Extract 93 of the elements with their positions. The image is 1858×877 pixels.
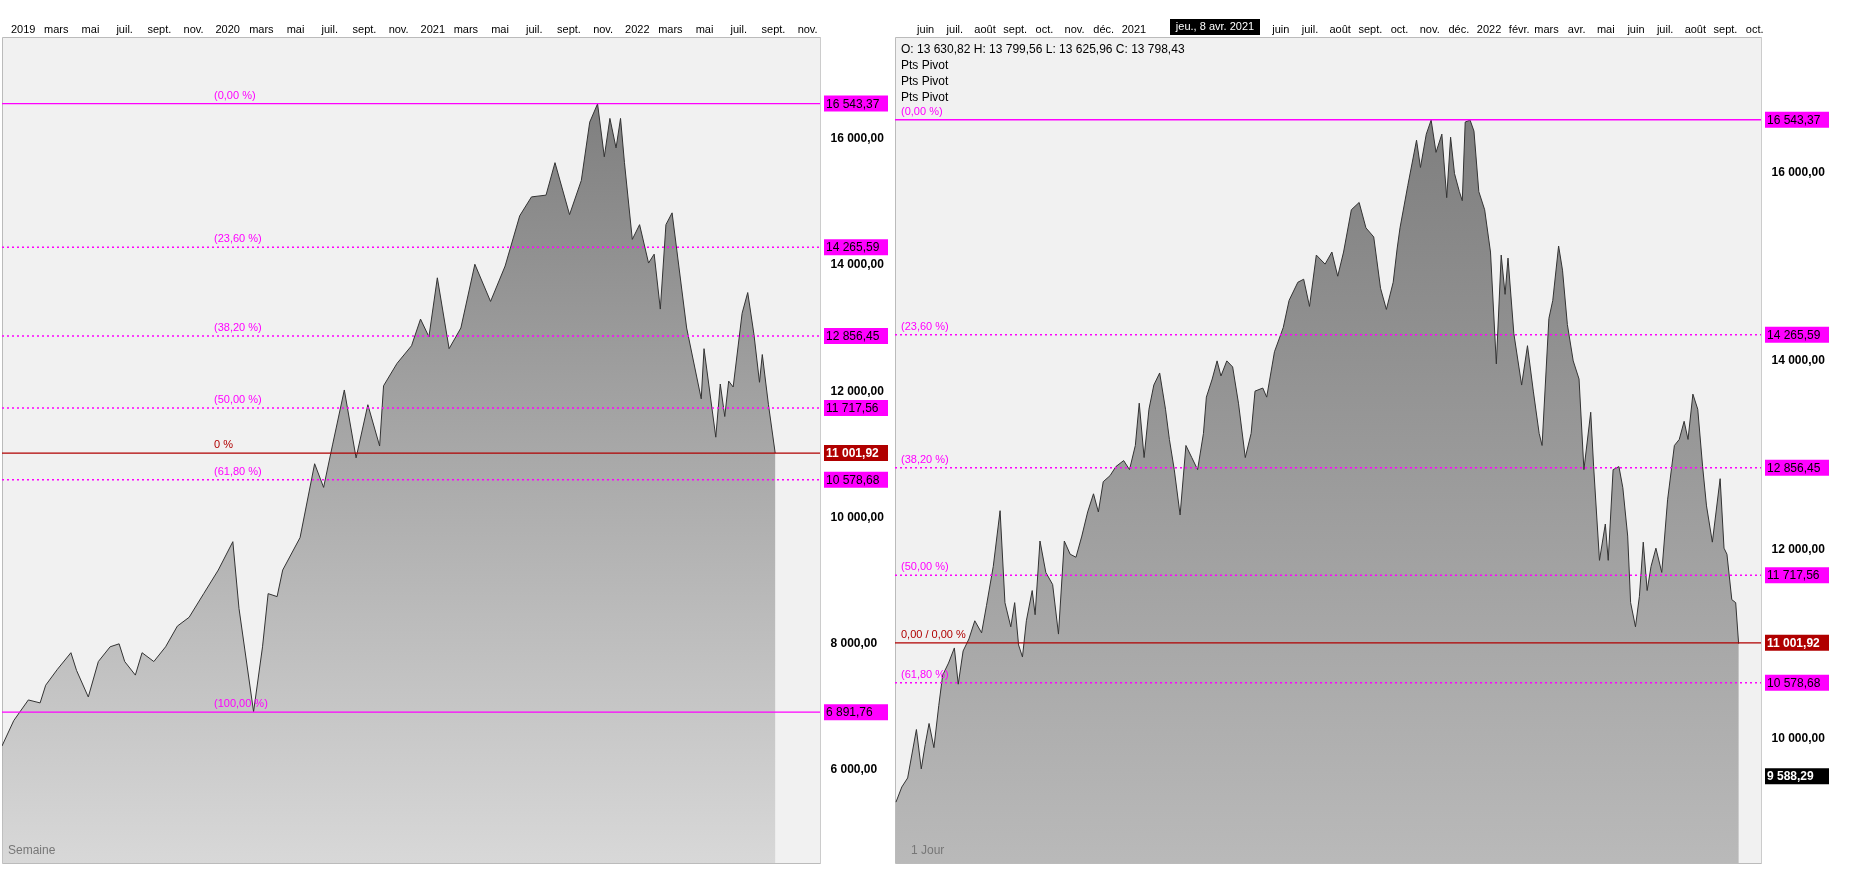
ref-line-label: 10 578,68 [1767,675,1821,690]
x-tick-label: mars [453,22,479,35]
x-tick-label: nov. [388,22,409,35]
x-tick-label: sept. [557,22,581,35]
annotation: O: 13 630,82 H: 13 799,56 L: 13 625,96 C: 13 798,43 [901,41,1185,56]
x-tick-label: juil. [524,22,543,35]
x-tick-label: 2021 [1121,22,1147,35]
x-tick-label: nov. [1419,22,1440,35]
annotation: Semaine [8,843,56,857]
x-tick-label: nov. [183,22,204,35]
annotation: (38,20 %) [214,321,262,334]
x-tick-label: mars [658,22,684,35]
x-tick-label: nov. [1064,22,1085,35]
x-tick-label: oct. [1745,22,1764,35]
x-tick-label: avr. [1567,22,1586,35]
x-tick-label: sept. [1003,22,1028,35]
x-tick-label: 2020 [215,22,240,35]
x-tick-label: juil. [945,22,964,35]
annotation: (23,60 %) [901,319,949,332]
x-tick-label: 2019 [10,22,36,35]
annotation: (50,00 %) [214,392,262,405]
y-tick-label: 14 000,00 [1771,353,1826,368]
x-tick-label: août [1684,22,1707,35]
text: jeu., 8 avr. 2021 [1174,20,1255,32]
y-tick-label: 6 000,00 [830,761,878,776]
x-tick-label: nov. [797,22,818,35]
x-tick-label: mai [491,22,509,35]
x-tick-label: déc. [1448,22,1470,35]
x-tick-label: mai [286,22,305,35]
x-tick-label: mars [1534,22,1560,35]
x-tick-label: mai [1596,22,1615,35]
ref-line-label: 14 265,59 [826,240,880,255]
x-tick-label: août [1329,22,1351,35]
y-tick-label: 10 000,00 [830,509,885,524]
annotation: 0 % [214,438,234,451]
annotation: 1 Jour [911,843,945,857]
ref-line-label: 11 001,92 [1767,635,1821,650]
x-tick-label: sept. [1358,22,1383,35]
x-tick-label: juil. [1300,22,1319,35]
ref-line-label: 14 265,59 [1767,327,1821,342]
annotation: Pts Pivot [901,58,950,73]
ref-line-label: 16 543,37 [826,96,880,111]
x-tick-label: 2021 [420,22,446,35]
x-tick-label: 2022 [625,22,650,35]
x-tick-label: mai [695,22,714,35]
ref-line-label: 12 856,45 [1767,460,1821,475]
annotation: (38,20 %) [901,452,949,465]
ref-line-label: 11 717,56 [826,400,879,415]
x-tick-label: sept. [761,22,786,35]
y-tick-label: 14 000,00 [830,257,885,272]
annotation: (100,00 %) [214,697,268,710]
x-tick-label: oct. [1390,22,1409,35]
annotation: (23,60 %) [214,232,262,245]
y-tick-label: 10 000,00 [1771,730,1826,745]
x-tick-label: mai [81,22,100,35]
annotation: Pts Pivot [901,73,950,88]
ref-line-label: 12 856,45 [826,329,880,344]
x-tick-label: sept. [1713,22,1738,35]
text: 9 588,29 [1767,769,1815,784]
x-tick-label: juil. [115,22,133,35]
x-tick-label: 2022 [1476,22,1502,35]
y-tick-label: 16 000,00 [830,131,885,146]
ref-line-label: 11 717,56 [1767,568,1820,583]
annotation: (50,00 %) [901,560,949,573]
x-tick-label: mars [249,22,275,35]
x-tick-label: juin [916,22,935,35]
y-tick-label: 12 000,00 [1771,542,1826,557]
x-tick-label: août [974,22,996,35]
annotation: (61,80 %) [214,464,262,477]
y-tick-label: 8 000,00 [830,635,878,650]
x-tick-label: juil. [729,22,747,35]
x-tick-label: juin [1626,22,1645,35]
ref-line-label: 11 001,92 [826,446,880,461]
annotation: (0,00 %) [901,104,943,117]
x-tick-label: mars [44,22,69,35]
ref-line-label: 16 543,37 [1767,112,1821,127]
x-tick-label: févr. [1508,22,1530,35]
x-tick-label: juin [1271,22,1290,35]
y-tick-label: 16 000,00 [1771,164,1826,179]
x-tick-label: sept. [147,22,172,35]
x-tick-label: juil. [320,22,338,35]
x-tick-label: nov. [593,22,614,35]
y-tick-label: 12 000,00 [830,383,885,398]
x-tick-label: juil. [1655,22,1674,35]
x-tick-label: sept. [352,22,377,35]
annotation: 0,00 / 0,00 % [901,627,967,640]
ref-line-label: 6 891,76 [826,705,874,720]
annotation: (0,00 %) [214,88,256,101]
annotation: (61,80 %) [901,667,949,680]
x-tick-label: oct. [1035,22,1054,35]
x-tick-label: déc. [1093,22,1115,35]
ref-line-label: 10 578,68 [826,472,880,487]
annotation: Pts Pivot [901,89,950,104]
